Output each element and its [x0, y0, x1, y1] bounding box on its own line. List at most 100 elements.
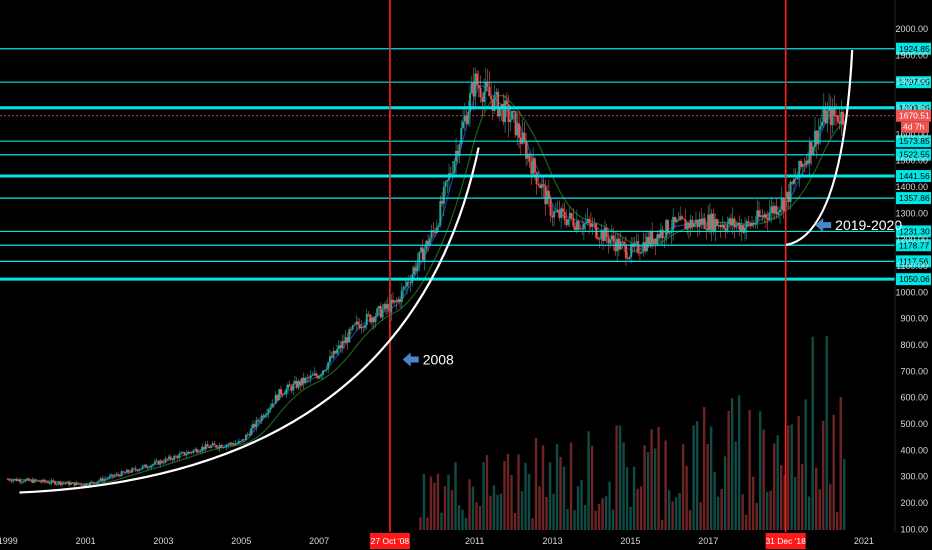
candle-body	[465, 115, 468, 124]
candle-body	[302, 377, 305, 384]
volume-bar	[499, 493, 503, 530]
volume-bar	[751, 476, 755, 530]
candle-body	[637, 241, 640, 253]
candle-body	[420, 247, 423, 252]
candle-body	[241, 439, 244, 442]
candle-body	[141, 466, 144, 469]
candle	[304, 376, 307, 386]
candle-body	[136, 469, 139, 471]
candle-body	[33, 479, 36, 483]
candle	[397, 296, 400, 304]
candle	[239, 440, 242, 443]
candle	[267, 408, 270, 419]
volume-bar	[685, 465, 688, 530]
candle-body	[498, 106, 501, 117]
candle-body	[442, 186, 445, 204]
candle	[349, 327, 352, 335]
candle	[246, 432, 249, 438]
candle	[265, 408, 268, 419]
arc-curve-recent	[785, 49, 854, 247]
candle-body	[17, 479, 20, 482]
volume-bar	[825, 336, 828, 530]
candle	[554, 202, 557, 213]
volume-bar	[590, 445, 594, 530]
candle	[640, 248, 643, 254]
candle-body	[139, 468, 142, 470]
candle	[225, 443, 228, 451]
candle-body	[635, 241, 638, 243]
candle-body	[108, 476, 111, 479]
candle-body	[92, 481, 95, 483]
candle	[134, 465, 137, 472]
candle	[328, 349, 331, 365]
candle	[609, 238, 612, 249]
candle-body	[484, 81, 487, 92]
candle-body	[649, 231, 652, 245]
candle-body	[393, 300, 396, 303]
candle	[724, 222, 727, 239]
candle-body	[159, 460, 162, 465]
candle	[626, 251, 629, 261]
candle	[215, 444, 218, 449]
candle-body	[794, 178, 797, 180]
candle-body	[227, 444, 230, 446]
y-tick-label: 900.00	[900, 314, 928, 324]
candle-body	[663, 237, 666, 239]
candle-body	[801, 164, 804, 167]
candle	[789, 179, 792, 210]
candle	[414, 262, 417, 276]
candle-body	[22, 481, 25, 483]
candle	[106, 476, 109, 481]
candle	[68, 479, 71, 487]
candle-body	[647, 236, 650, 245]
candle	[392, 291, 395, 305]
candle-body	[295, 380, 298, 388]
candle-body	[472, 82, 475, 97]
candle-body	[113, 475, 116, 477]
volume-bar	[625, 467, 629, 530]
candle-body	[779, 209, 782, 213]
candle-body	[586, 219, 589, 223]
candle-body	[260, 415, 263, 421]
candle-body	[76, 482, 79, 485]
candle	[164, 456, 167, 464]
candle	[293, 375, 296, 386]
candle-body	[694, 219, 697, 224]
candle-body	[800, 160, 803, 167]
candle-body	[724, 228, 727, 231]
candle	[712, 208, 715, 235]
candle-body	[672, 216, 675, 231]
candle	[311, 371, 314, 377]
candle-body	[539, 185, 542, 189]
candle	[430, 224, 433, 242]
candle-body	[537, 183, 540, 186]
candle	[427, 233, 430, 252]
candle	[159, 458, 162, 468]
candle-body	[617, 238, 620, 250]
candle-body	[812, 146, 815, 156]
candle	[169, 454, 172, 462]
candle-body	[120, 471, 123, 477]
candle	[276, 393, 279, 402]
candle-body	[164, 458, 167, 463]
candle	[630, 237, 633, 264]
candle	[160, 459, 163, 464]
volume-bar	[419, 517, 422, 530]
candle-body	[111, 474, 114, 477]
candle	[740, 218, 743, 242]
candle-body	[427, 240, 430, 246]
volume-bar	[667, 490, 671, 530]
candle	[272, 403, 275, 408]
candle-body	[101, 478, 104, 482]
level-label: 1231.30	[899, 226, 930, 236]
candle-body	[821, 122, 824, 127]
candle	[376, 306, 379, 318]
candle-body	[509, 119, 512, 123]
candle	[173, 454, 176, 462]
candle-body	[518, 123, 521, 138]
candle	[754, 216, 757, 229]
volume-bar	[678, 492, 681, 530]
level-label-box	[896, 192, 931, 205]
arrow-left-icon	[402, 352, 419, 367]
